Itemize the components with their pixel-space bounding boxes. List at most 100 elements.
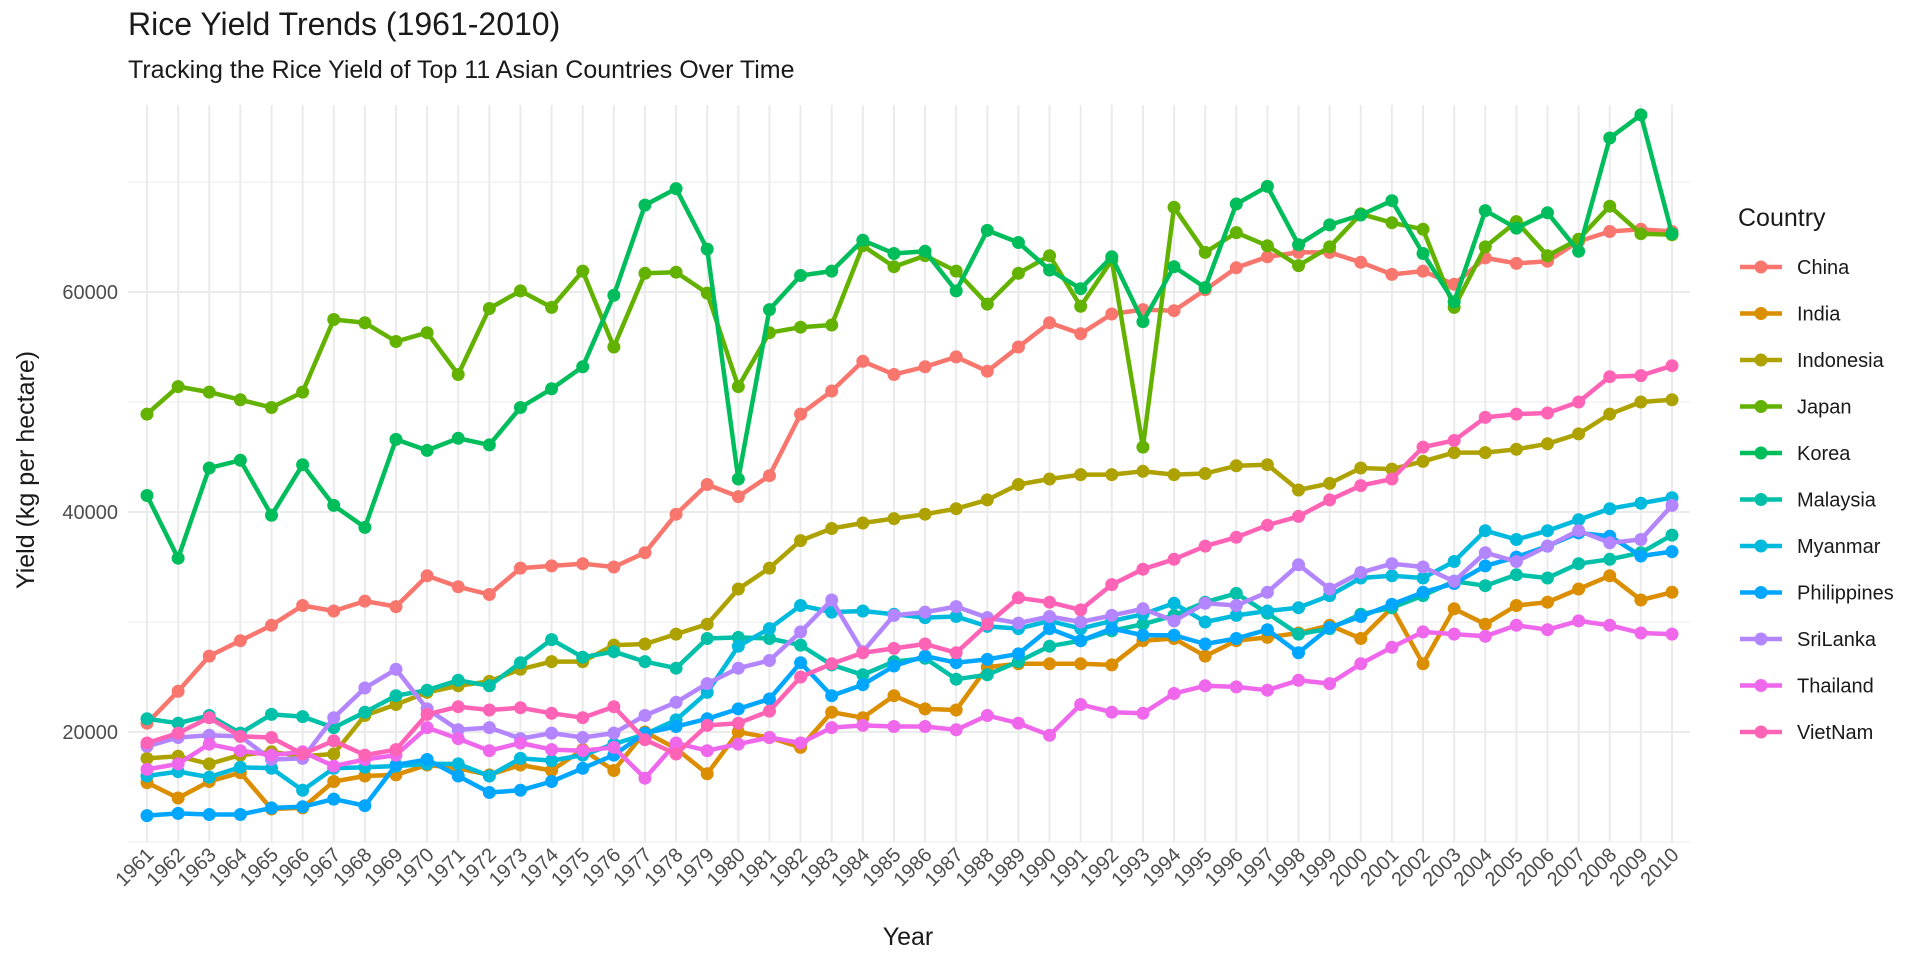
data-point [1634,108,1648,122]
data-point [482,769,496,783]
data-point [1509,407,1523,421]
series-indonesia [140,393,1679,771]
data-point [358,316,372,330]
data-point [887,247,901,260]
data-point [949,672,963,686]
data-point [856,678,870,692]
data-point [887,260,901,274]
data-point [638,637,652,651]
data-point [794,407,808,421]
data-point [1323,218,1337,232]
data-point [1447,446,1461,460]
data-point [1354,566,1368,579]
data-point [1260,250,1274,264]
data-point [1478,579,1492,593]
data-point [980,668,994,682]
data-point [731,639,745,653]
data-point [607,764,621,777]
data-point [949,610,963,623]
data-point [1634,593,1648,607]
legend-label: Korea [1797,443,1851,465]
data-point [1043,657,1057,671]
series-line [145,227,1673,725]
y-tick-label: 20000 [62,722,118,744]
y-tick-label: 60000 [62,282,118,304]
data-point [1292,238,1306,252]
data-point [202,649,216,663]
legend: Country China India Indonesia Japan Korea Mal… [1738,204,1894,744]
data-point [887,608,901,622]
data-point [794,638,808,652]
data-point [1167,200,1181,214]
data-point [545,754,559,768]
data-point [420,753,434,766]
legend-key-point [1754,307,1768,320]
data-point [1541,206,1555,220]
series-line [145,203,1673,450]
data-point [731,582,745,596]
legend-key-point [1754,493,1768,506]
data-point [1416,657,1430,671]
data-point [1572,614,1586,628]
data-point [327,734,341,748]
x-axis-ticks: 1961196219631964196519661967196819691970… [112,844,1684,891]
data-point [202,808,216,821]
data-point [1572,513,1586,527]
data-point [1416,264,1430,278]
data-point [1105,578,1119,592]
data-point [296,800,310,814]
data-point [1011,266,1025,280]
data-point [545,764,559,777]
data-point [358,520,372,534]
data-point [731,490,745,504]
data-point [607,726,621,740]
data-point [825,657,839,671]
data-point [1478,204,1492,218]
data-point [1260,604,1274,618]
data-point [171,551,185,565]
legend-label: China [1797,257,1850,279]
data-point [264,401,278,414]
data-point [1478,524,1492,538]
data-point [1043,249,1057,263]
data-point [1105,307,1119,321]
data-point [327,792,341,806]
data-point [1354,461,1368,475]
data-point [389,689,403,703]
data-point [233,393,247,407]
data-point [669,265,683,279]
data-point [1198,649,1212,663]
data-point [171,726,185,740]
data-point [1385,557,1399,571]
data-point [1260,179,1274,193]
data-point [202,711,216,725]
data-point [1572,244,1586,258]
data-point [669,627,683,641]
data-point [980,709,994,722]
data-point [327,759,341,773]
data-point [825,384,839,398]
data-point [1074,634,1088,648]
data-point [1509,568,1523,582]
data-point [794,599,808,612]
data-point [731,702,745,716]
data-point [1292,558,1306,572]
legend-label: Malaysia [1797,490,1877,512]
data-point [1136,464,1150,478]
data-point [1105,622,1119,636]
data-point [949,502,963,516]
data-point [638,198,652,212]
data-point [1478,559,1492,573]
data-point [576,650,590,664]
data-point [762,622,776,636]
data-point [1167,628,1181,642]
data-point [171,684,185,698]
data-point [140,736,154,750]
data-point [1416,560,1430,574]
data-point [1229,261,1243,275]
data-point [794,656,808,670]
data-point [1167,552,1181,566]
data-point [607,740,621,754]
data-point [420,326,434,340]
data-point [389,758,403,772]
